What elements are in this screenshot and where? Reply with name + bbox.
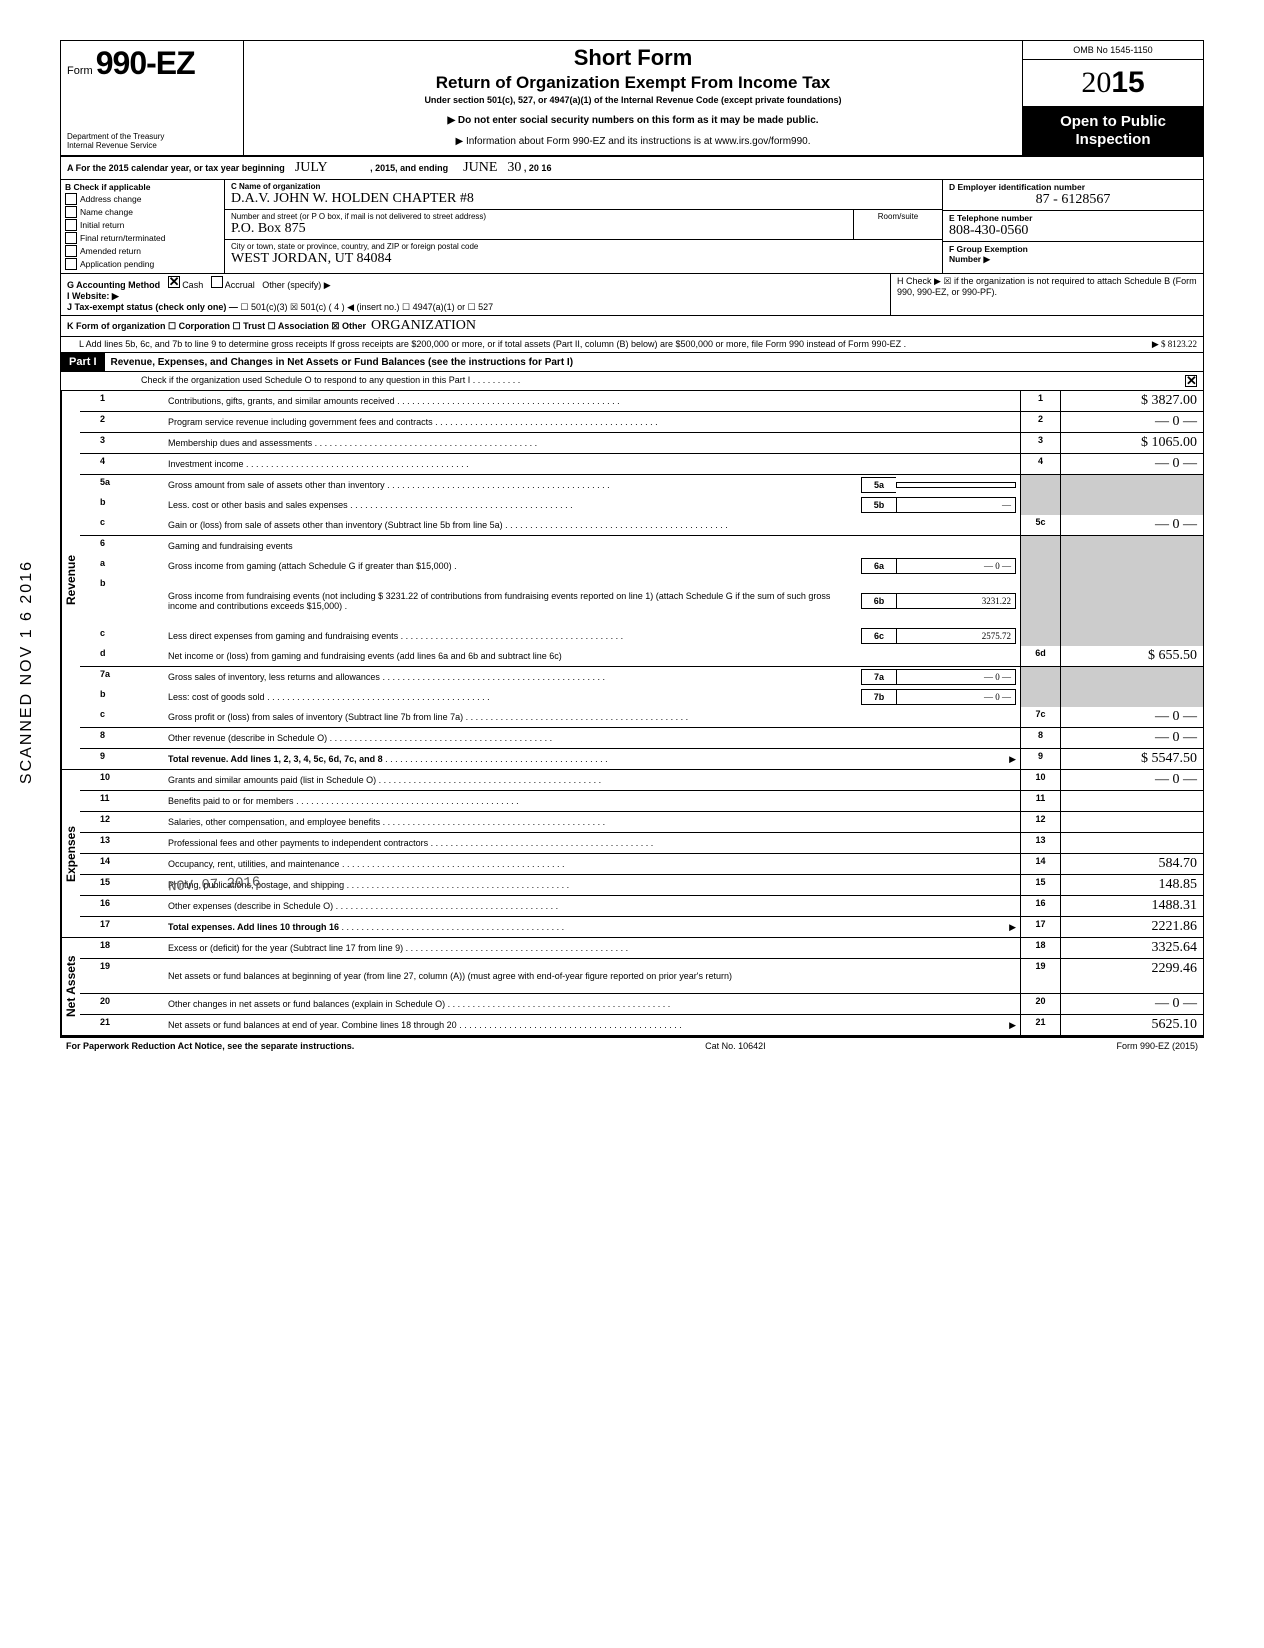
omb-number: OMB No 1545-1150 xyxy=(1023,41,1203,60)
part1-header: Part I Revenue, Expenses, and Changes in… xyxy=(61,353,1203,372)
received-stamp: NOV 07 2016 xyxy=(168,875,261,896)
ein-value: 87 - 6128567 xyxy=(949,192,1197,208)
section-bcd: B Check if applicable Address change Nam… xyxy=(61,180,1203,274)
revenue-label: Revenue xyxy=(61,391,80,769)
form-number-block: Form 990-EZ xyxy=(67,45,237,82)
cb-amended[interactable] xyxy=(65,245,77,257)
form-990ez: Form 990-EZ Department of the Treasury I… xyxy=(60,40,1204,1038)
title-short-form: Short Form xyxy=(250,45,1016,71)
cb-name-change[interactable] xyxy=(65,206,77,218)
addr-value: P.O. Box 875 xyxy=(231,221,847,237)
dept-block: Department of the Treasury Internal Reve… xyxy=(67,133,237,151)
schedule-o-check: Check if the organization used Schedule … xyxy=(61,372,1203,391)
page-footer: For Paperwork Reduction Act Notice, see … xyxy=(60,1038,1204,1054)
expenses-section: Expenses 10Grants and similar amounts pa… xyxy=(61,770,1203,938)
f-label: F Group Exemption xyxy=(949,244,1197,254)
cb-schedule-o[interactable] xyxy=(1185,375,1197,387)
tax-year: 20201515 xyxy=(1023,60,1203,107)
scanned-stamp: SCANNED NOV 1 6 2016 xyxy=(18,560,36,784)
net-assets-label: Net Assets xyxy=(61,938,80,1035)
col-b-checkboxes: B Check if applicable Address change Nam… xyxy=(61,180,225,273)
city-value: WEST JORDAN, UT 84084 xyxy=(231,251,936,267)
d-label: D Employer identification number xyxy=(949,182,1197,192)
cb-accrual[interactable] xyxy=(211,276,223,288)
c-label: C Name of organization xyxy=(231,182,936,191)
row-l: L Add lines 5b, 6c, and 7b to line 9 to … xyxy=(61,337,1203,353)
revenue-section: Revenue 1Contributions, gifts, grants, a… xyxy=(61,391,1203,770)
row-k: K Form of organization ☐ Corporation ☐ T… xyxy=(61,316,1203,337)
cb-pending[interactable] xyxy=(65,258,77,270)
cb-address-change[interactable] xyxy=(65,193,77,205)
ssn-warning: ▶ Do not enter social security numbers o… xyxy=(250,115,1016,126)
info-link: ▶ Information about Form 990-EZ and its … xyxy=(250,136,1016,147)
row-gh: G Accounting Method Cash Accrual Other (… xyxy=(61,274,1203,316)
cb-cash[interactable] xyxy=(168,276,180,288)
f-label2: Number ▶ xyxy=(949,254,1197,265)
cb-final-return[interactable] xyxy=(65,232,77,244)
room-suite: Room/suite xyxy=(853,210,942,239)
e-label: E Telephone number xyxy=(949,213,1197,223)
open-public-badge: Open to Public Inspection xyxy=(1023,107,1203,155)
cb-initial-return[interactable] xyxy=(65,219,77,231)
title-return: Return of Organization Exempt From Incom… xyxy=(250,73,1016,93)
expenses-label: Expenses xyxy=(61,770,80,937)
form-header: Form 990-EZ Department of the Treasury I… xyxy=(61,41,1203,157)
addr-label: Number and street (or P O box, if mail i… xyxy=(231,212,847,221)
subtitle: Under section 501(c), 527, or 4947(a)(1)… xyxy=(250,95,1016,105)
net-assets-section: Net Assets 18Excess or (deficit) for the… xyxy=(61,938,1203,1037)
h-schedule-b: H Check ▶ ☒ if the organization is not r… xyxy=(890,274,1203,315)
city-label: City or town, state or province, country… xyxy=(231,242,936,251)
org-name: D.A.V. JOHN W. HOLDEN CHAPTER #8 xyxy=(231,191,936,207)
row-a-tax-year: A For the 2015 calendar year, or tax yea… xyxy=(61,157,1203,180)
phone-value: 808-430-0560 xyxy=(949,223,1197,239)
